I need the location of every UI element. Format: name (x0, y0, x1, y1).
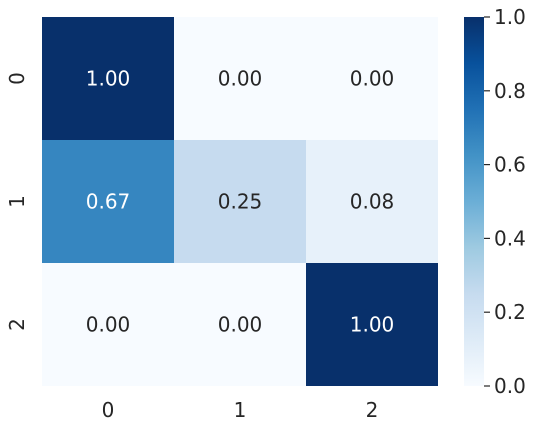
heatmap-cell-value: 1.00 (350, 313, 395, 337)
heatmap-cell (306, 140, 438, 263)
heatmap-cell (42, 140, 174, 263)
heatmap-cell (306, 17, 438, 140)
heatmap-cell-value: 0.00 (350, 67, 395, 91)
colorbar-tick-label: 0.2 (494, 300, 526, 324)
heatmap-cell-value: 0.08 (350, 190, 395, 214)
heatmap-cell-value: 0.25 (218, 190, 263, 214)
y-tick-label: 0 (5, 72, 29, 85)
x-tick-label: 2 (366, 398, 379, 422)
y-tick-label: 2 (5, 318, 29, 331)
heatmap-cell (174, 263, 306, 386)
x-tick-label: 0 (102, 398, 115, 422)
x-tick-label: 1 (234, 398, 247, 422)
colorbar-tick-label: 0.6 (494, 153, 526, 177)
y-tick-label: 1 (5, 195, 29, 208)
heatmap-cell (42, 17, 174, 140)
heatmap-cell (174, 17, 306, 140)
heatmap-cell-value: 0.67 (86, 190, 131, 214)
colorbar-tick-label: 0.4 (494, 226, 526, 250)
x-axis-ticks: 0 1 2 (102, 398, 379, 422)
colorbar-tick-label: 0.8 (494, 79, 526, 103)
colorbar-gradient (464, 17, 484, 386)
heatmap-cell (306, 263, 438, 386)
heatmap-cell-value: 0.00 (218, 313, 263, 337)
heatmap-cell (174, 140, 306, 263)
colorbar: 0.0 0.2 0.4 0.6 0.8 1.0 (464, 5, 526, 398)
heatmap-cell-value: 0.00 (86, 313, 131, 337)
heatmap-cell-labels: 1.00 0.00 0.00 0.67 0.25 0.08 0.00 0.00 1.00 (86, 67, 395, 337)
heatmap-cell-value: 1.00 (86, 67, 131, 91)
heatmap-cell-value: 0.00 (218, 67, 263, 91)
colorbar-tick-label: 1.0 (494, 5, 526, 29)
y-axis-ticks: 0 1 2 (5, 72, 29, 331)
colorbar-tick-label: 0.0 (494, 374, 526, 398)
heatmap-cells (42, 17, 438, 386)
heatmap-cell (42, 263, 174, 386)
